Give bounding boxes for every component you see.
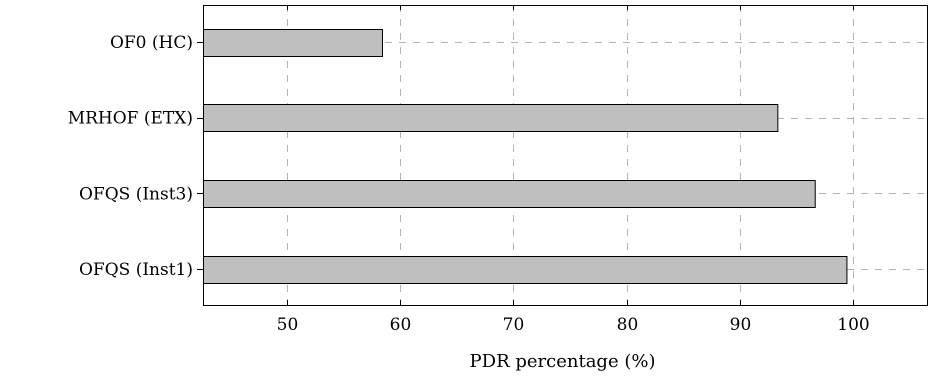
x-axis-label: PDR percentage (%) xyxy=(470,351,656,372)
category-label: OFQS (Inst3) xyxy=(79,184,193,204)
category-label: MRHOF (ETX) xyxy=(68,109,193,129)
plot-frame xyxy=(203,5,928,306)
category-label: OFQS (Inst1) xyxy=(79,260,193,280)
bars xyxy=(203,29,848,284)
x-tick-label: 50 xyxy=(277,315,299,335)
x-tick-label: 70 xyxy=(503,315,525,335)
ticks xyxy=(197,5,854,305)
x-tick-label: 60 xyxy=(390,315,412,335)
bar xyxy=(203,29,383,57)
x-tick-label: 80 xyxy=(617,315,639,335)
bar xyxy=(203,180,816,208)
bar xyxy=(203,104,779,132)
category-label: OF0 (HC) xyxy=(110,33,193,53)
bar xyxy=(203,256,848,284)
x-tick-label: 100 xyxy=(837,315,869,335)
labels: 50 60 70 80 90 100 OF0 (HC) MRHOF (ETX) OFQS (In… xyxy=(68,33,870,335)
x-tick-label: 90 xyxy=(730,315,752,335)
